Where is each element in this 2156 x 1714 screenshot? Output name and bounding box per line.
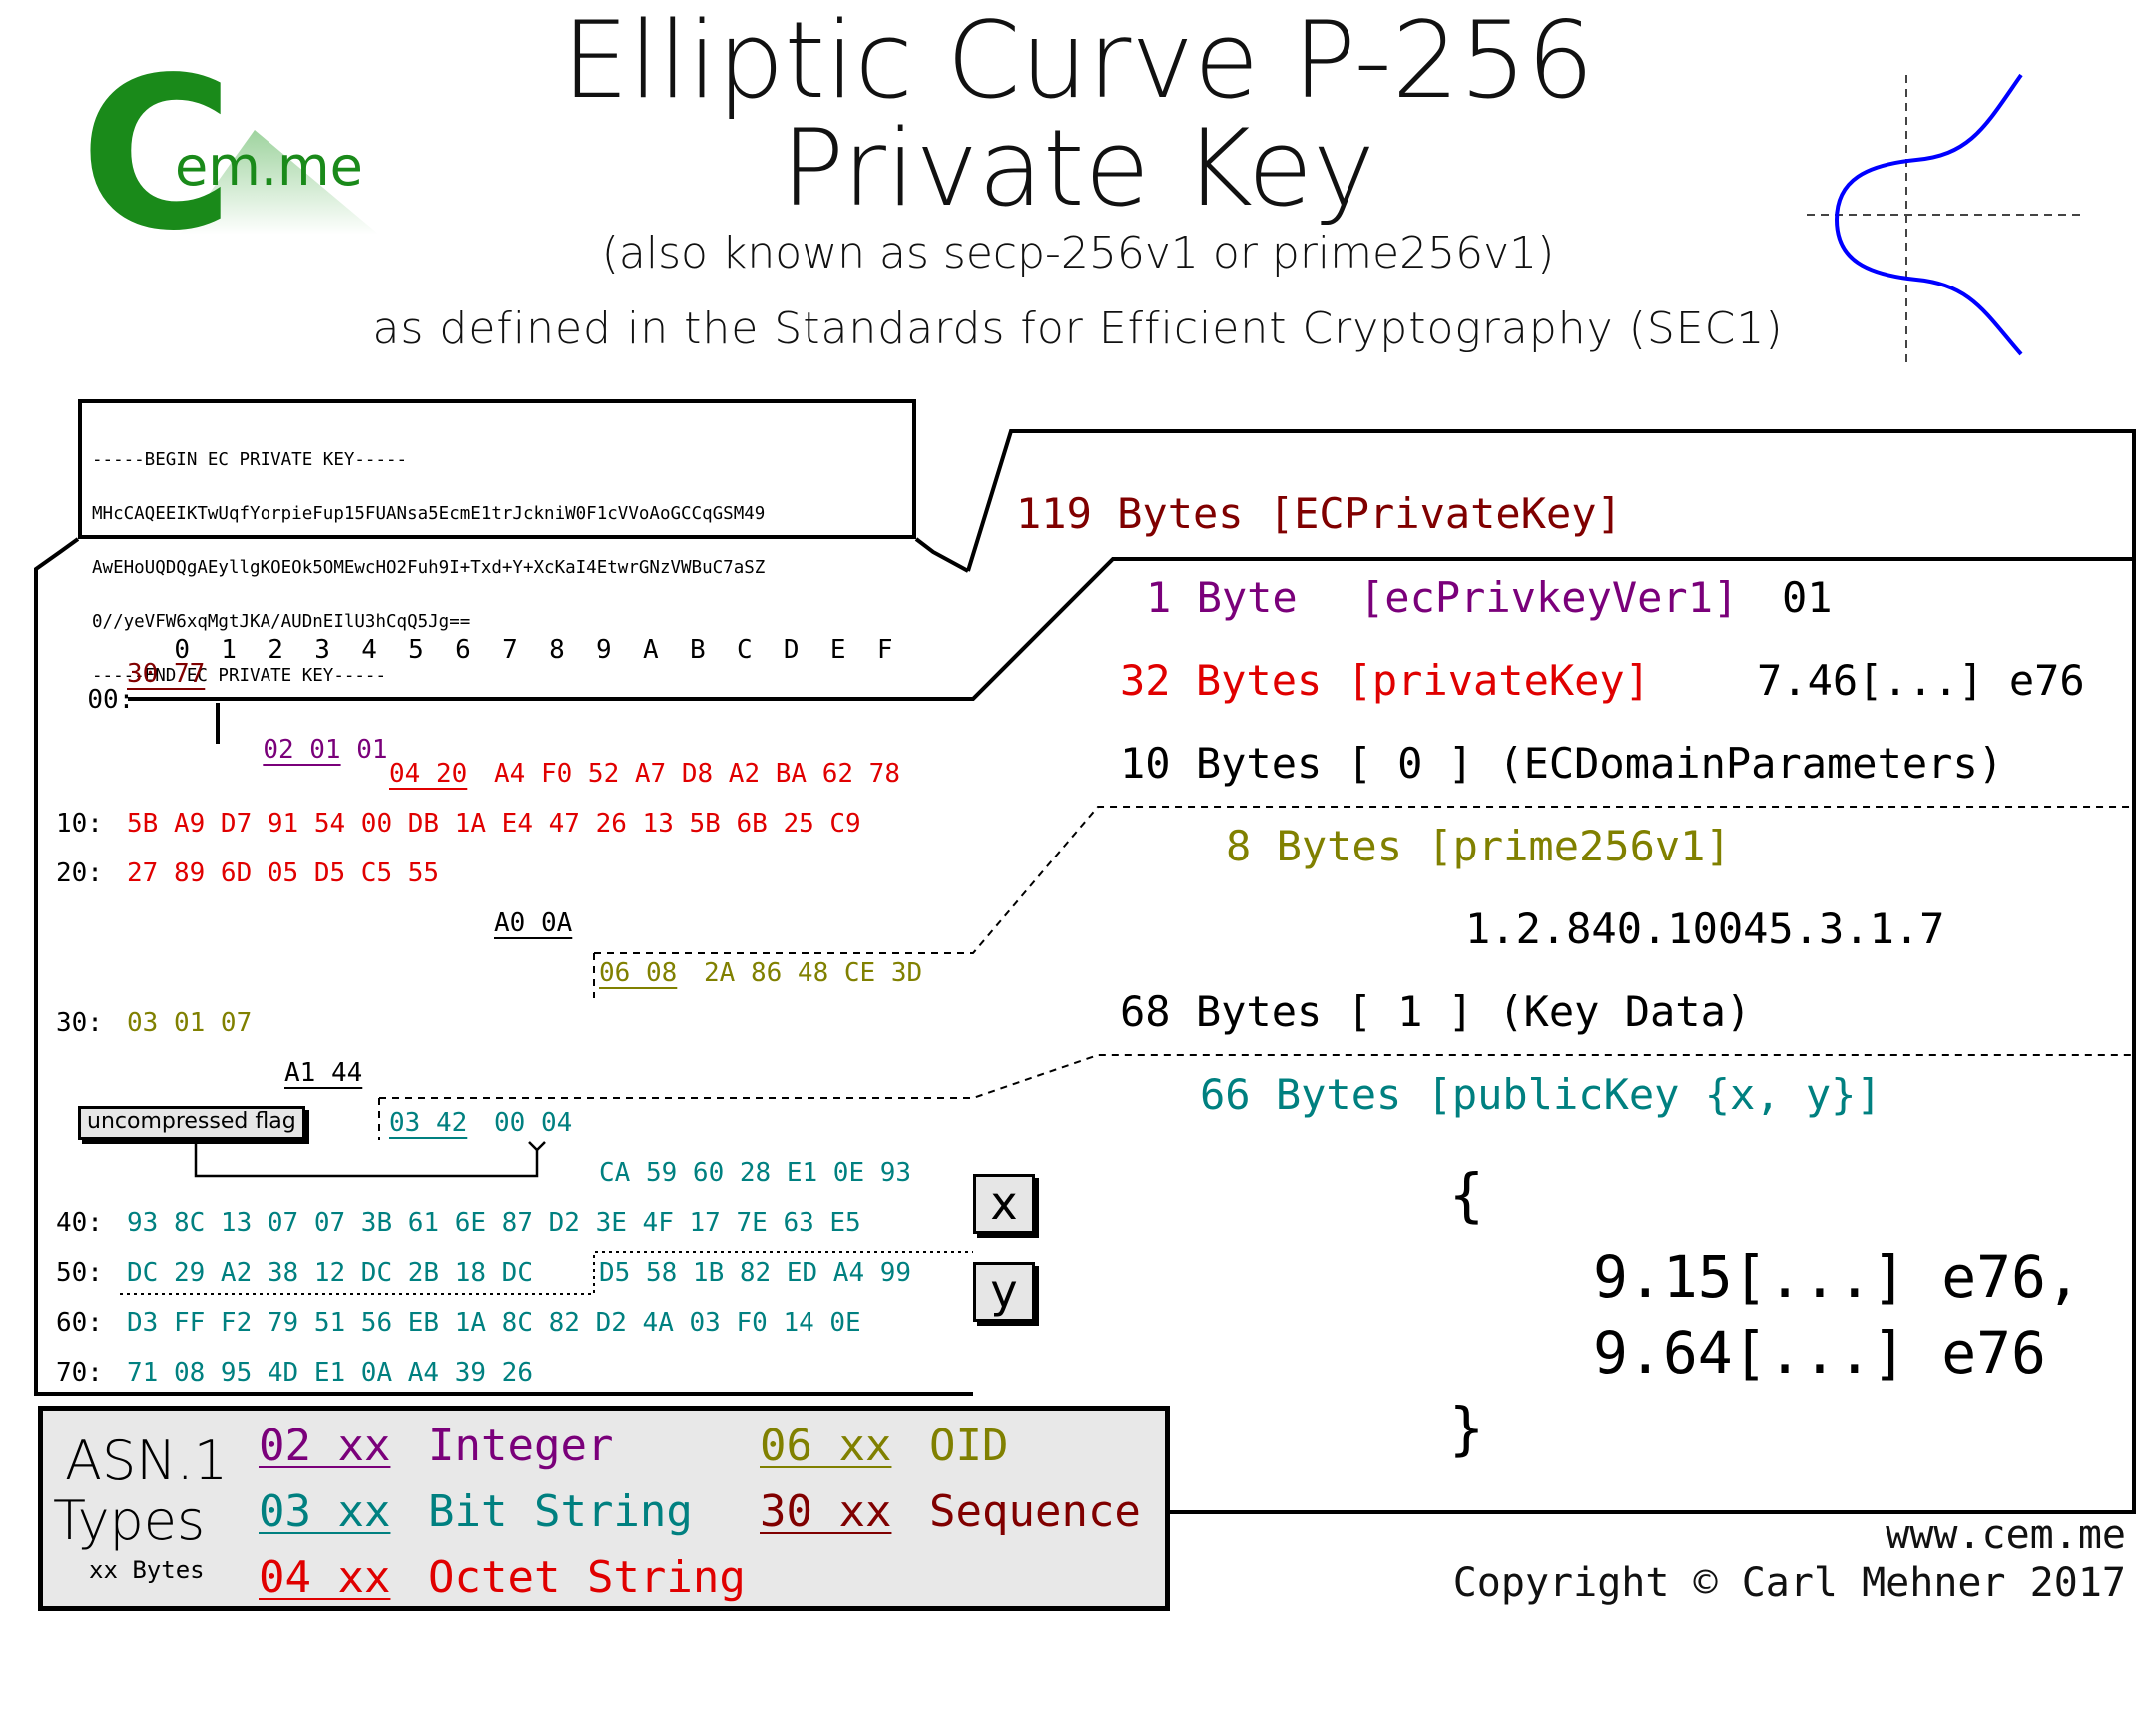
hex-integer-tag: 02 01 [263,735,341,765]
legend-title-2: Types [53,1489,206,1552]
logo-letter: C [80,32,235,277]
pem-line: AwEHoUQDQgAEyllgKOEOk5OMEwcHO2Fuh9I+Txd+… [92,558,766,578]
col-header: B [689,635,706,665]
title-line-1: Elliptic Curve P-256 [561,0,1595,122]
hex-public-x-bytes: DC 29 A2 38 12 DC 2B 18 DC [127,1258,533,1288]
public-key-y-value: 9.64[...] e76 [1593,1319,2046,1387]
hex-context-tag-0: A0 0A [494,908,573,938]
legend-code-sequence: 30 xx [760,1486,892,1537]
pem-line: MHcCAQEEIKTwUqfYorpieFup15FUANsa5EcmE1tr… [92,504,766,524]
hex-public-y-bytes: D5 58 1B 82 ED A4 99 [599,1258,912,1288]
curve-oid-label: 8 Bytes [prime256v1] [1226,822,1731,870]
col-header: 8 [549,635,565,665]
offset-label: 20: [56,858,103,888]
version-value: 01 [1782,573,1833,622]
hex-sequence-tag: 30 77 [127,659,206,689]
hex-bit-string-prefix: 00 04 [494,1108,573,1138]
hex-oid-tag: 06 08 [599,958,678,988]
curve-oid-value: 1.2.840.10045.3.1.7 [1465,904,1945,953]
hex-octet-string-tag: 04 20 [389,759,468,789]
hex-row-00: 00: [56,661,134,713]
domain-params-label: 10 Bytes [ 0 ] (ECDomainParameters) [1120,739,2004,788]
legend-name-bit-string: Bit String [428,1486,693,1537]
legend-name-integer: Integer [428,1421,614,1471]
col-header: 2 [268,635,283,665]
pem-block: -----BEGIN EC PRIVATE KEY----- MHcCAQEEI… [78,399,916,686]
col-header: 5 [408,635,424,665]
version-name: [ecPrivkeyVer1] [1359,573,1739,622]
hex-public-x-bytes: CA 59 60 28 E1 0E 93 [599,1158,912,1188]
footer-url: www.cem.me [1886,1512,2126,1558]
uncompressed-flag-label: uncompressed flag [78,1106,305,1140]
hex-private-key-bytes: A4 F0 52 A7 D8 A2 BA 62 78 [494,759,900,789]
subtitle-aka: (also known as secp-256v1 or prime256v1) [601,228,1555,279]
legend-code-bit-string: 03 xx [259,1486,391,1537]
public-key-x-value: 9.15[...] e76, [1593,1243,2081,1311]
offset-label: 70: [56,1358,103,1388]
legend-name-sequence: Sequence [929,1486,1141,1537]
col-header: F [876,635,893,665]
hex-private-key-bytes: 27 89 6D 05 D5 C5 55 [127,858,440,888]
hex-private-key-bytes: 5B A9 D7 91 54 00 DB 1A E4 47 26 13 5B 6… [127,809,861,839]
hex-bit-string-tag: 03 42 [389,1108,468,1138]
hex-version-value: 02 01 01 [356,735,388,765]
hex-column-header: 0 1 2 3 4 5 6 7 8 9 A B C D E F [143,611,893,665]
version-length-label: 1 Byte [1146,573,1298,622]
offset-label: 30: [56,1008,103,1038]
x-coordinate-box: x [973,1174,1035,1234]
total-length-label: 119 Bytes [ECPrivateKey] [1016,489,1622,538]
cem-logo: C em.me [80,32,389,277]
y-coordinate-box: y [973,1262,1035,1322]
footer-copyright: Copyright © Carl Mehner 2017 [1452,1560,2126,1606]
col-header: 4 [361,635,377,665]
private-key-value: 7.46[...] e76 [1757,656,2085,705]
legend-name-oid: OID [929,1421,1009,1471]
pem-line: -----BEGIN EC PRIVATE KEY----- [92,450,408,470]
legend-code-integer: 02 xx [259,1421,391,1471]
hex-version: 02 01 [232,711,341,765]
private-key-label: 32 Bytes [privateKey] [1120,656,1651,705]
col-header: 6 [455,635,471,665]
pem-line: 0//yeVFW6xqMgtJKA/AUDnEIlU3hCqQ5Jg== [92,612,471,632]
col-header: 3 [314,635,330,665]
offset-label: 40: [56,1208,103,1238]
hex-oid-bytes: 2A 86 48 CE 3D [704,958,923,988]
col-header: 0 [174,635,190,665]
hex-context-tag-1: A1 44 [284,1058,363,1088]
elliptic-curve-icon [1807,73,2081,364]
public-key-label: 66 Bytes [publicKey {x, y}] [1200,1070,1882,1119]
col-header: C [736,635,753,665]
col-header: E [829,635,846,665]
structure-outline [34,429,2136,1514]
pem-line: -----END EC PRIVATE KEY----- [92,666,387,686]
col-header: 9 [596,635,612,665]
legend-name-octet-string: Octet String [428,1552,746,1603]
subtitle-defined: as defined in the Standards for Efficien… [372,303,1784,354]
offset-label: 50: [56,1258,103,1288]
title-line-2: Private Key [781,107,1375,230]
logo-mountain-shape [180,130,379,235]
hex-oid-bytes: 03 01 07 [127,1008,253,1038]
legend-title-1: ASN.1 [65,1429,229,1492]
col-header: 7 [502,635,518,665]
asn1-legend: ASN.1 Types xx Bytes 02 xx Integer 03 xx… [38,1406,1170,1611]
offset-label: 00: [87,685,135,715]
key-data-label: 68 Bytes [ 1 ] (Key Data) [1120,987,1752,1036]
col-header: A [643,635,659,665]
legend-code-oid: 06 xx [760,1421,892,1471]
brace-close: } [1449,1395,1484,1462]
hex-public-x-bytes: 93 8C 13 07 07 3B 61 6E 87 D2 3E 4F 17 7… [127,1208,861,1238]
col-header: 1 [221,635,237,665]
offset-label: 10: [56,809,103,839]
brace-open: { [1449,1161,1484,1229]
col-header: D [783,635,800,665]
logo-graphic [180,130,379,235]
offset-label: 60: [56,1308,103,1338]
logo-text: em.me [175,135,363,198]
hex-public-y-bytes: 71 08 95 4D E1 0A A4 39 26 [127,1358,533,1388]
legend-code-octet-string: 04 xx [259,1552,391,1603]
hex-public-y-bytes: D3 FF F2 79 51 56 EB 1A 8C 82 D2 4A 03 F… [127,1308,861,1338]
legend-xx-note: xx Bytes [89,1556,205,1584]
